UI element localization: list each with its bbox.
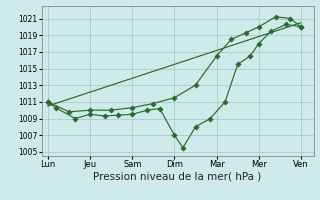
X-axis label: Pression niveau de la mer( hPa ): Pression niveau de la mer( hPa )	[93, 172, 262, 182]
